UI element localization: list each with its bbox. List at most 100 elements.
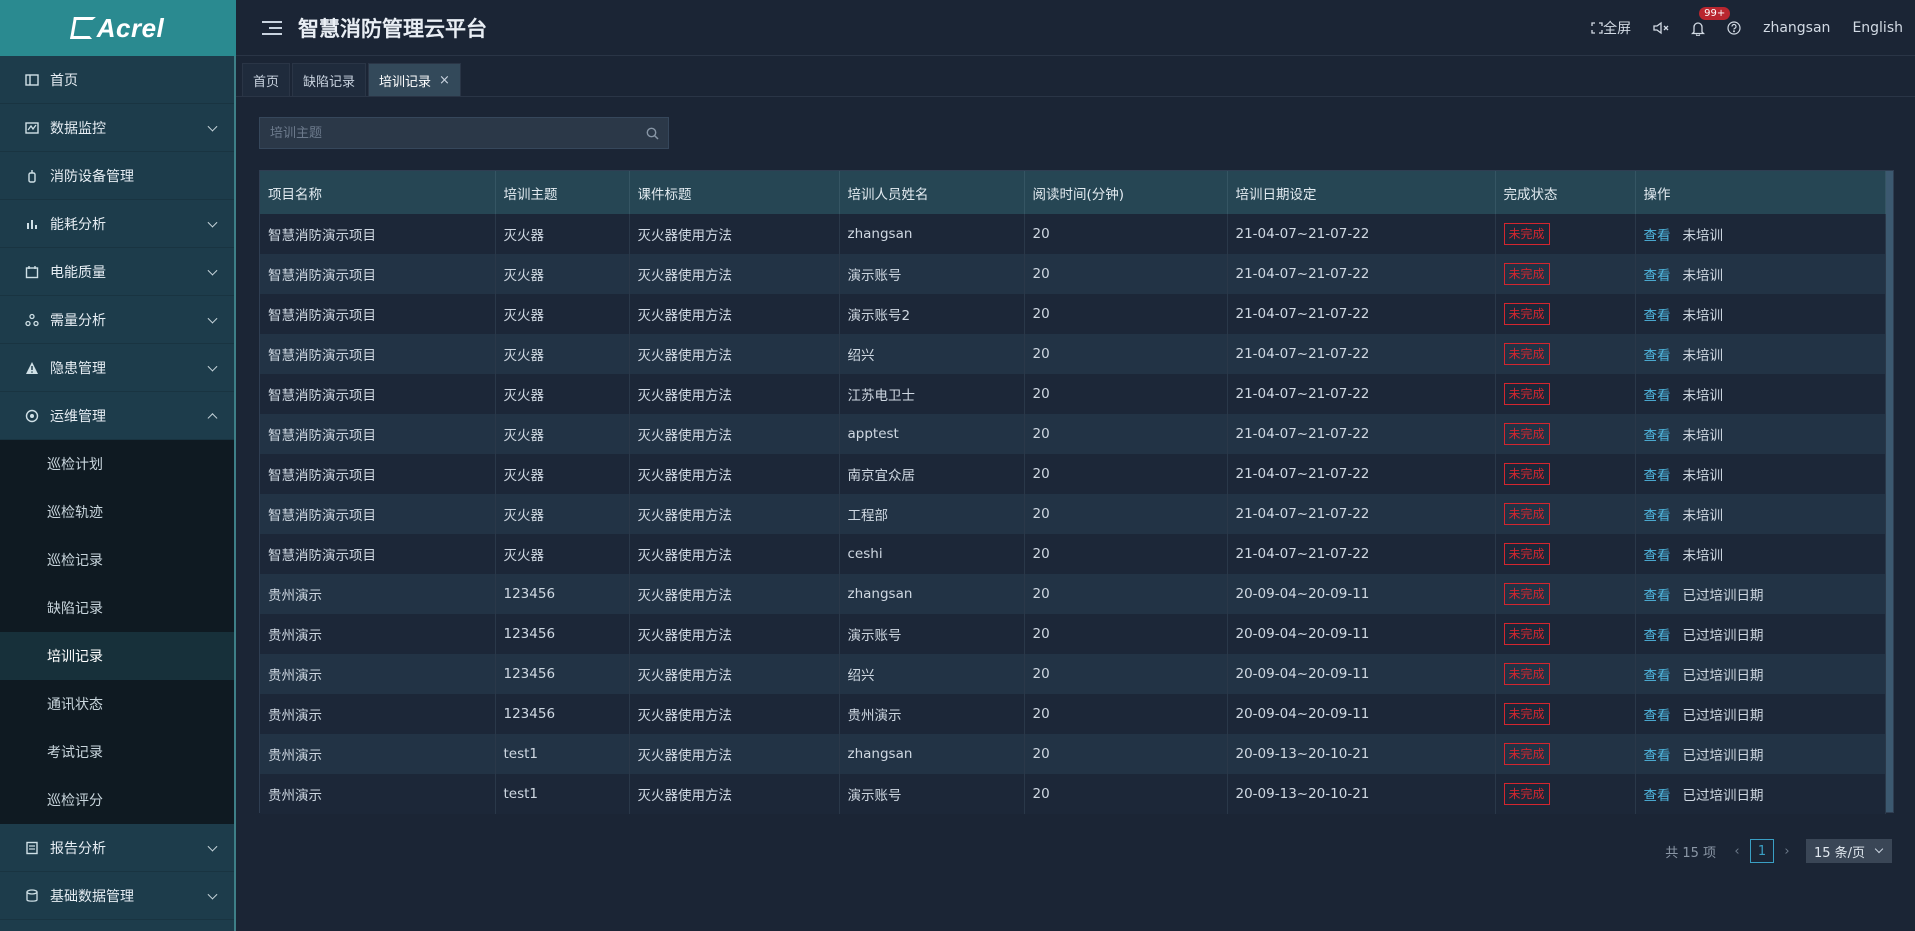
table-row[interactable]: 智慧消防演示项目 灭火器 灭火器使用方法 演示账号 20 21-04-07~21-07-2… bbox=[260, 254, 1886, 294]
sidebar-item-home[interactable]: 首页 bbox=[0, 56, 236, 104]
submenu-item-inspection-track[interactable]: 巡检轨迹 bbox=[47, 505, 103, 521]
sidebar-item-label: 能耗分析 bbox=[50, 216, 106, 233]
view-link[interactable]: 查看 bbox=[1643, 628, 1671, 644]
page-number[interactable]: 1 bbox=[1750, 839, 1774, 863]
table-cell: 灭火器 bbox=[495, 494, 630, 534]
close-icon[interactable]: × bbox=[439, 72, 450, 88]
submenu-item-inspection-plan[interactable]: 巡检计划 bbox=[47, 457, 103, 473]
view-link[interactable]: 查看 bbox=[1643, 268, 1671, 284]
column-header: 完成状态 bbox=[1495, 171, 1636, 214]
menu-toggle-icon[interactable] bbox=[262, 20, 282, 36]
view-link[interactable]: 查看 bbox=[1643, 548, 1671, 564]
sidebar-item-label: 隐患管理 bbox=[50, 360, 106, 377]
table-row[interactable]: 贵州演示 123456 灭火器使用方法 贵州演示 20 20-09-04~20-09-11… bbox=[260, 694, 1886, 734]
tab-home[interactable]: 首页 bbox=[242, 63, 291, 96]
sidebar-item-data-monitoring[interactable]: 数据监控 bbox=[0, 104, 236, 152]
maintenance-submenu: 巡检计划 巡检轨迹 巡检记录 缺陷记录 培训记录 通讯状态 考试记录 巡检评分 bbox=[0, 440, 236, 824]
table-row[interactable]: 智慧消防演示项目 灭火器 灭火器使用方法 zhangsan 20 21-04-07~21-… bbox=[260, 214, 1886, 254]
view-link[interactable]: 查看 bbox=[1643, 788, 1671, 804]
notification-button[interactable]: 99+ bbox=[1691, 6, 1731, 36]
next-page-icon[interactable]: › bbox=[1784, 843, 1790, 859]
table-cell: 智慧消防演示项目 bbox=[260, 454, 496, 494]
page-size-select[interactable]: 15 条/页 bbox=[1806, 839, 1892, 863]
table-cell: 智慧消防演示项目 bbox=[260, 534, 496, 574]
prev-page-icon[interactable]: ‹ bbox=[1734, 843, 1740, 859]
view-link[interactable]: 查看 bbox=[1643, 308, 1671, 324]
submenu-item-defect-record[interactable]: 缺陷记录 bbox=[47, 601, 103, 617]
search-box bbox=[259, 117, 669, 149]
table-row[interactable]: 贵州演示 test1 灭火器使用方法 演示账号 20 20-09-13~20-10-21 未… bbox=[260, 774, 1886, 814]
sidebar-item-energy-analysis[interactable]: 能耗分析 bbox=[0, 200, 236, 248]
sidebar-scrollbar[interactable] bbox=[234, 56, 236, 931]
status-badge: 未完成 bbox=[1503, 383, 1550, 405]
training-state: 未培训 bbox=[1682, 388, 1724, 404]
view-link[interactable]: 查看 bbox=[1643, 388, 1671, 404]
fullscreen-button[interactable]: 全屏 bbox=[1591, 18, 1631, 38]
table-cell: 21-04-07~21-07-22 bbox=[1227, 374, 1496, 414]
column-header: 项目名称 bbox=[260, 171, 496, 214]
table-cell: 工程部 bbox=[839, 494, 1025, 534]
view-link[interactable]: 查看 bbox=[1643, 508, 1671, 524]
table-row[interactable]: 智慧消防演示项目 灭火器 灭火器使用方法 演示账号2 20 21-04-07~21-07-… bbox=[260, 294, 1886, 334]
sidebar-item-power-quality[interactable]: 电能质量 bbox=[0, 248, 236, 296]
mute-button[interactable] bbox=[1653, 21, 1669, 35]
view-link[interactable]: 查看 bbox=[1643, 228, 1671, 244]
submenu-item-inspection-record[interactable]: 巡检记录 bbox=[47, 553, 103, 569]
sidebar-item-label: 需量分析 bbox=[50, 312, 106, 329]
sidebar-item-fire-equipment[interactable]: 消防设备管理 bbox=[0, 152, 236, 200]
status-badge: 未完成 bbox=[1503, 503, 1550, 525]
tab-training-record[interactable]: 培训记录 × bbox=[368, 63, 461, 96]
table-cell: 灭火器使用方法 bbox=[629, 694, 840, 734]
table-row[interactable]: 智慧消防演示项目 灭火器 灭火器使用方法 江苏电卫士 20 21-04-07~21-07-… bbox=[260, 374, 1886, 414]
view-link[interactable]: 查看 bbox=[1643, 708, 1671, 724]
table-row[interactable]: 智慧消防演示项目 灭火器 灭火器使用方法 ceshi 20 21-04-07~21-07-… bbox=[260, 534, 1886, 574]
status-cell: 未完成 bbox=[1495, 254, 1636, 294]
submenu-item-training-record[interactable]: 培训记录 bbox=[0, 632, 236, 680]
table-row[interactable]: 贵州演示 123456 灭火器使用方法 zhangsan 20 20-09-04~20-0… bbox=[260, 574, 1886, 614]
table-scrollbar[interactable] bbox=[1886, 171, 1893, 812]
sidebar-item-base-data[interactable]: 基础数据管理 bbox=[0, 872, 236, 920]
submenu-item-inspection-score[interactable]: 巡检评分 bbox=[47, 793, 103, 809]
sidebar-item-label: 电能质量 bbox=[50, 264, 106, 281]
submenu-item-communication-status[interactable]: 通讯状态 bbox=[47, 697, 103, 713]
brand-logo[interactable]: Acrel bbox=[0, 0, 236, 56]
maintenance-icon bbox=[24, 408, 40, 424]
table-cell: 灭火器使用方法 bbox=[629, 254, 840, 294]
report-icon bbox=[24, 840, 40, 856]
table-row[interactable]: 贵州演示 test1 灭火器使用方法 zhangsan 20 20-09-13~20-10… bbox=[260, 734, 1886, 774]
language-switch[interactable]: English bbox=[1852, 20, 1903, 36]
table-row[interactable]: 智慧消防演示项目 灭火器 灭火器使用方法 南京宜众居 20 21-04-07~21-07-… bbox=[260, 454, 1886, 494]
user-menu[interactable]: zhangsan bbox=[1763, 20, 1831, 36]
submenu-item-exam-record[interactable]: 考试记录 bbox=[47, 745, 103, 761]
view-link[interactable]: 查看 bbox=[1643, 348, 1671, 364]
table-row[interactable]: 智慧消防演示项目 灭火器 灭火器使用方法 绍兴 20 21-04-07~21-07-22 未… bbox=[260, 334, 1886, 374]
help-icon bbox=[1727, 21, 1741, 35]
search-icon[interactable] bbox=[636, 127, 668, 140]
training-state: 未培训 bbox=[1682, 428, 1724, 444]
search-input[interactable] bbox=[260, 125, 636, 141]
help-button[interactable] bbox=[1727, 21, 1741, 35]
sidebar-item-report-analysis[interactable]: 报告分析 bbox=[0, 824, 236, 872]
action-cell: 查看 未培训 bbox=[1635, 414, 1886, 454]
status-cell: 未完成 bbox=[1495, 414, 1636, 454]
view-link[interactable]: 查看 bbox=[1643, 668, 1671, 684]
monitor-icon bbox=[24, 120, 40, 136]
table-row[interactable]: 智慧消防演示项目 灭火器 灭火器使用方法 apptest 20 21-04-07~21-0… bbox=[260, 414, 1886, 454]
status-badge: 未完成 bbox=[1503, 583, 1550, 605]
view-link[interactable]: 查看 bbox=[1643, 468, 1671, 484]
sidebar-item-maintenance[interactable]: 运维管理 bbox=[0, 392, 236, 440]
table-cell: 20-09-04~20-09-11 bbox=[1227, 614, 1496, 654]
tab-defect-record[interactable]: 缺陷记录 bbox=[292, 63, 367, 96]
table-row[interactable]: 智慧消防演示项目 灭火器 灭火器使用方法 工程部 20 21-04-07~21-07-22… bbox=[260, 494, 1886, 534]
table-row[interactable]: 贵州演示 123456 灭火器使用方法 绍兴 20 20-09-04~20-09-11 未完… bbox=[260, 654, 1886, 694]
sidebar-item-demand-analysis[interactable]: 需量分析 bbox=[0, 296, 236, 344]
view-link[interactable]: 查看 bbox=[1643, 588, 1671, 604]
table-cell: 20 bbox=[1024, 574, 1228, 614]
status-badge: 未完成 bbox=[1503, 303, 1550, 325]
sidebar-item-hazard-management[interactable]: 隐患管理 bbox=[0, 344, 236, 392]
status-cell: 未完成 bbox=[1495, 574, 1636, 614]
table-row[interactable]: 贵州演示 123456 灭火器使用方法 演示账号 20 20-09-04~20-09-11… bbox=[260, 614, 1886, 654]
view-link[interactable]: 查看 bbox=[1643, 428, 1671, 444]
acrel-logo-icon bbox=[69, 17, 96, 39]
view-link[interactable]: 查看 bbox=[1643, 748, 1671, 764]
